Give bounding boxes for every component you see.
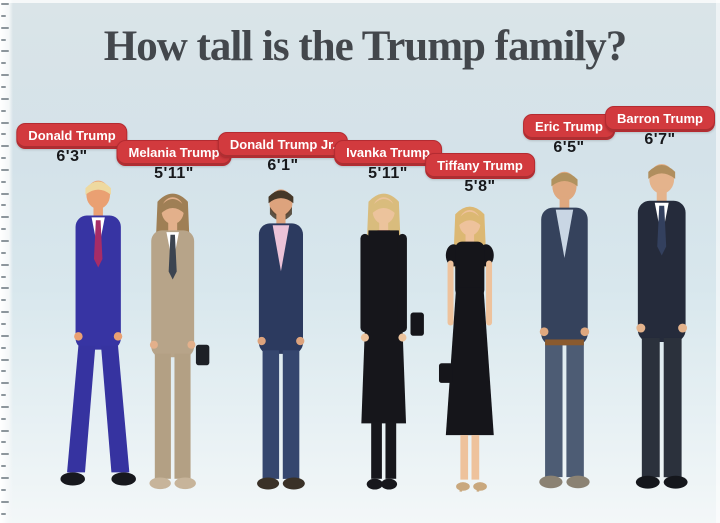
ruler-tick bbox=[1, 500, 9, 503]
ruler-tick bbox=[1, 109, 6, 112]
person-illustration-ivanka-trump bbox=[360, 193, 425, 490]
ruler-tick bbox=[1, 251, 6, 254]
ruler-tick bbox=[1, 74, 9, 77]
ruler-tick bbox=[1, 453, 9, 456]
ruler-tick bbox=[1, 216, 9, 219]
height-label-tiffany-trump: 5'8" bbox=[464, 177, 496, 195]
ruler-tick bbox=[1, 180, 6, 183]
ruler-tick bbox=[1, 322, 6, 325]
height-label-barron-trump: 6'7" bbox=[644, 130, 676, 148]
ruler-tick bbox=[1, 14, 6, 17]
height-label-melania-trump: 5'11" bbox=[154, 165, 194, 183]
name-badge-barron-trump: Barron Trump bbox=[605, 105, 715, 132]
ruler-tick bbox=[1, 228, 6, 231]
name-badge-donald-trump-jr: Donald Trump Jr. bbox=[217, 131, 349, 158]
ruler-tick bbox=[1, 334, 9, 337]
height-label-ivanka-trump: 5'11" bbox=[368, 165, 408, 183]
ruler-tick bbox=[1, 275, 6, 278]
infographic-title: How tall is the Trump family? bbox=[103, 23, 627, 70]
ruler bbox=[0, 0, 13, 523]
person-illustration-donald-trump bbox=[60, 180, 136, 486]
name-badge-tiffany-trump: Tiffany Trump bbox=[425, 152, 535, 179]
ruler-tick bbox=[1, 299, 6, 302]
ruler-tick bbox=[1, 394, 6, 397]
ruler-tick bbox=[1, 263, 9, 266]
ruler-tick bbox=[1, 168, 9, 171]
ruler-tick bbox=[1, 97, 9, 100]
name-badge-donald-trump: Donald Trump bbox=[16, 123, 128, 149]
person-illustration-tiffany-trump bbox=[439, 206, 494, 492]
ruler-tick bbox=[1, 3, 9, 5]
ruler-tick bbox=[1, 287, 9, 290]
ruler-tick bbox=[1, 192, 9, 195]
name-badge-ivanka-trump: Ivanka Trump bbox=[334, 140, 442, 167]
ruler-tick bbox=[1, 62, 6, 65]
ruler-tick bbox=[1, 488, 6, 491]
ruler-tick bbox=[1, 441, 6, 444]
person-illustration-barron-trump bbox=[636, 163, 688, 489]
ruler-tick bbox=[1, 512, 6, 515]
ruler-tick bbox=[1, 121, 9, 124]
ruler-tick bbox=[1, 477, 9, 479]
ruler-tick bbox=[1, 85, 6, 88]
person-illustration-donald-trump-jr bbox=[257, 188, 305, 490]
ruler-tick bbox=[1, 38, 6, 41]
height-label-eric-trump: 6'5" bbox=[553, 139, 585, 157]
ruler-tick bbox=[1, 358, 9, 361]
ruler-tick bbox=[1, 133, 6, 136]
ruler-tick bbox=[1, 382, 9, 385]
ruler-tick bbox=[1, 417, 6, 420]
ruler-tick bbox=[1, 204, 6, 207]
ruler-tick bbox=[1, 370, 6, 373]
ruler-tick bbox=[1, 311, 9, 314]
height-label-donald-trump: 6'3" bbox=[56, 148, 88, 165]
height-label-donald-trump-jr: 6'1" bbox=[267, 156, 299, 174]
ruler-tick bbox=[1, 429, 9, 432]
ruler-tick bbox=[1, 240, 9, 242]
ruler-tick bbox=[1, 50, 9, 53]
ruler-tick bbox=[1, 145, 9, 148]
ruler-tick bbox=[1, 346, 6, 349]
person-illustration-eric-trump bbox=[538, 172, 590, 489]
name-badge-eric-trump: Eric Trump bbox=[523, 114, 615, 141]
ruler-tick bbox=[1, 26, 9, 29]
ruler-tick bbox=[1, 465, 6, 468]
ruler-tick bbox=[1, 405, 9, 408]
person-illustration-melania-trump bbox=[149, 193, 210, 490]
name-badge-melania-trump: Melania Trump bbox=[116, 140, 232, 167]
ruler-tick bbox=[1, 157, 6, 160]
